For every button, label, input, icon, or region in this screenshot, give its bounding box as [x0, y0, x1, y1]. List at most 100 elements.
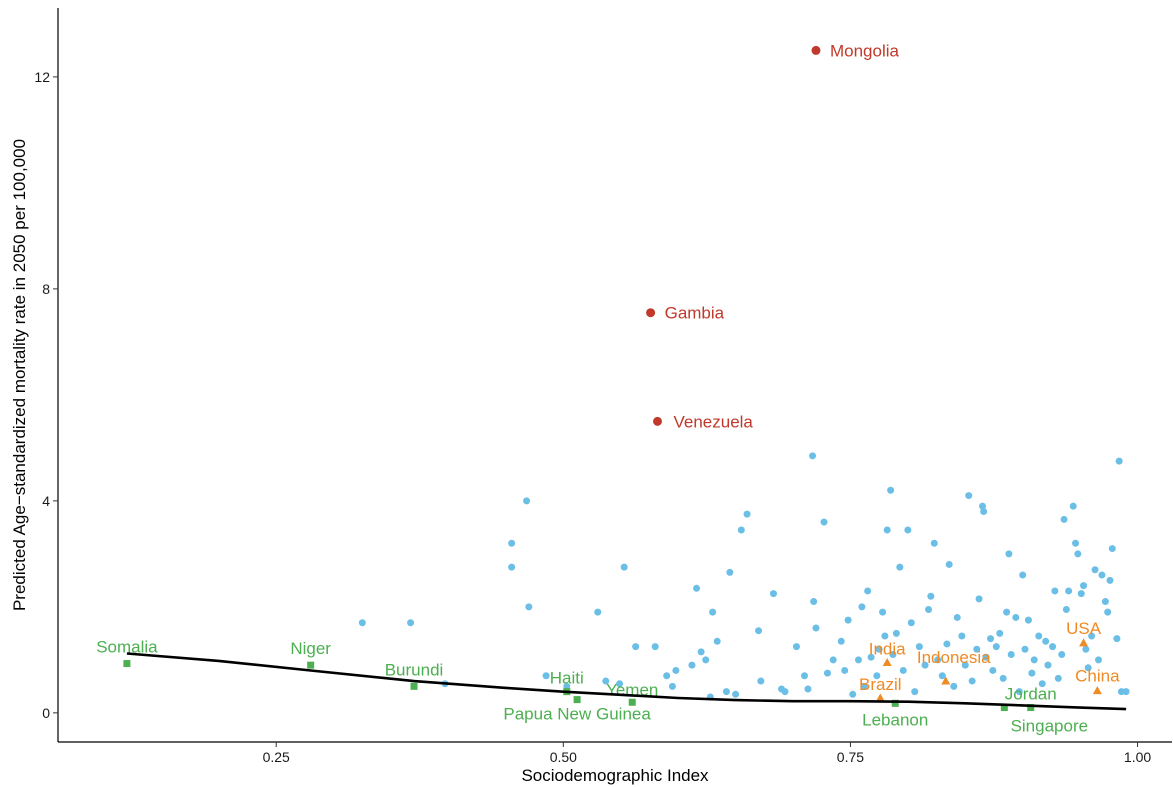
data-point	[781, 688, 789, 696]
data-point	[1079, 638, 1089, 647]
data-point	[961, 661, 969, 669]
point-label: China	[1075, 667, 1120, 686]
point-label: Mongolia	[830, 41, 900, 60]
data-point	[1007, 651, 1015, 659]
data-point	[841, 666, 849, 674]
point-label: Brazil	[859, 675, 902, 694]
data-point	[820, 518, 828, 526]
data-point	[1000, 704, 1008, 712]
data-point	[737, 526, 745, 534]
data-point	[979, 502, 987, 510]
point-label: Papua New Guinea	[503, 705, 651, 724]
data-point	[1035, 632, 1043, 640]
x-tick-label: 0.75	[837, 749, 864, 765]
x-axis-title: Sociodemographic Index	[521, 766, 709, 785]
y-tick-label: 12	[34, 69, 50, 85]
data-point	[881, 632, 889, 640]
data-point	[837, 637, 845, 645]
data-point	[809, 452, 817, 460]
data-point	[953, 613, 961, 621]
data-point	[672, 666, 680, 674]
x-tick-label: 0.50	[550, 749, 577, 765]
data-point	[992, 643, 1000, 651]
point-label: Indonesia	[917, 648, 991, 667]
data-point	[732, 690, 740, 698]
data-point	[602, 677, 610, 685]
data-point	[858, 603, 866, 611]
data-point	[887, 486, 895, 494]
data-point	[987, 635, 995, 643]
data-point	[921, 661, 929, 669]
data-point	[713, 637, 721, 645]
data-point	[1027, 704, 1035, 712]
data-point	[854, 656, 862, 664]
data-point	[975, 595, 983, 603]
data-point	[873, 672, 881, 680]
data-point	[982, 653, 990, 661]
data-point	[980, 507, 988, 515]
data-point	[1062, 606, 1070, 614]
data-point	[1104, 608, 1112, 616]
data-point	[899, 666, 907, 674]
data-point	[757, 677, 765, 685]
data-point	[945, 560, 953, 568]
data-point	[1074, 550, 1082, 558]
data-point	[1080, 582, 1088, 590]
data-point	[996, 629, 1004, 637]
data-point	[407, 619, 415, 627]
data-point	[508, 563, 516, 571]
data-point	[646, 308, 656, 318]
point-label: Burundi	[385, 660, 444, 679]
point-label: Lebanon	[862, 710, 928, 729]
data-point	[989, 666, 997, 674]
data-point	[812, 624, 820, 632]
data-point	[1101, 598, 1109, 606]
data-point	[743, 510, 751, 518]
data-point	[891, 699, 899, 707]
data-point	[1092, 686, 1102, 695]
data-point	[1003, 608, 1011, 616]
data-point	[867, 653, 875, 661]
y-tick-label: 0	[42, 705, 50, 721]
data-point	[697, 648, 705, 656]
data-point	[1038, 680, 1046, 688]
y-tick-label: 4	[42, 493, 50, 509]
major-series: India Indonesia Brazil USA China	[859, 619, 1120, 702]
high-series: Mongolia Gambia Venezuela	[646, 41, 900, 431]
data-point	[889, 651, 897, 659]
point-label: Niger	[290, 639, 331, 658]
data-point	[941, 676, 951, 685]
data-point	[668, 682, 676, 690]
data-point	[358, 619, 366, 627]
data-point	[1044, 661, 1052, 669]
data-point	[892, 629, 900, 637]
data-point	[1015, 688, 1023, 696]
data-point	[1058, 651, 1066, 659]
data-point	[965, 492, 973, 500]
data-point	[307, 661, 315, 669]
data-point	[882, 658, 892, 667]
data-point	[804, 685, 812, 693]
data-point	[927, 592, 935, 600]
data-point	[573, 696, 581, 704]
data-point	[1005, 550, 1013, 558]
data-point	[628, 698, 636, 706]
data-point	[934, 656, 942, 664]
data-point	[769, 590, 777, 598]
data-point	[907, 619, 915, 627]
data-point	[1051, 587, 1059, 595]
y-axis-ticks: 0 4 8 12	[34, 69, 58, 721]
data-point	[594, 608, 602, 616]
point-label: USA	[1066, 619, 1102, 638]
point-label: Haiti	[550, 669, 584, 688]
point-label: India	[869, 640, 906, 659]
data-point	[943, 640, 951, 648]
data-point	[800, 672, 808, 680]
data-point	[1108, 545, 1116, 553]
data-point	[755, 627, 763, 635]
data-point	[810, 598, 818, 606]
data-point	[879, 608, 887, 616]
plot-area: Mongolia Gambia Venezuela Somalia Niger Burun…	[96, 41, 1130, 736]
data-point	[651, 643, 659, 651]
data-point	[999, 674, 1007, 682]
